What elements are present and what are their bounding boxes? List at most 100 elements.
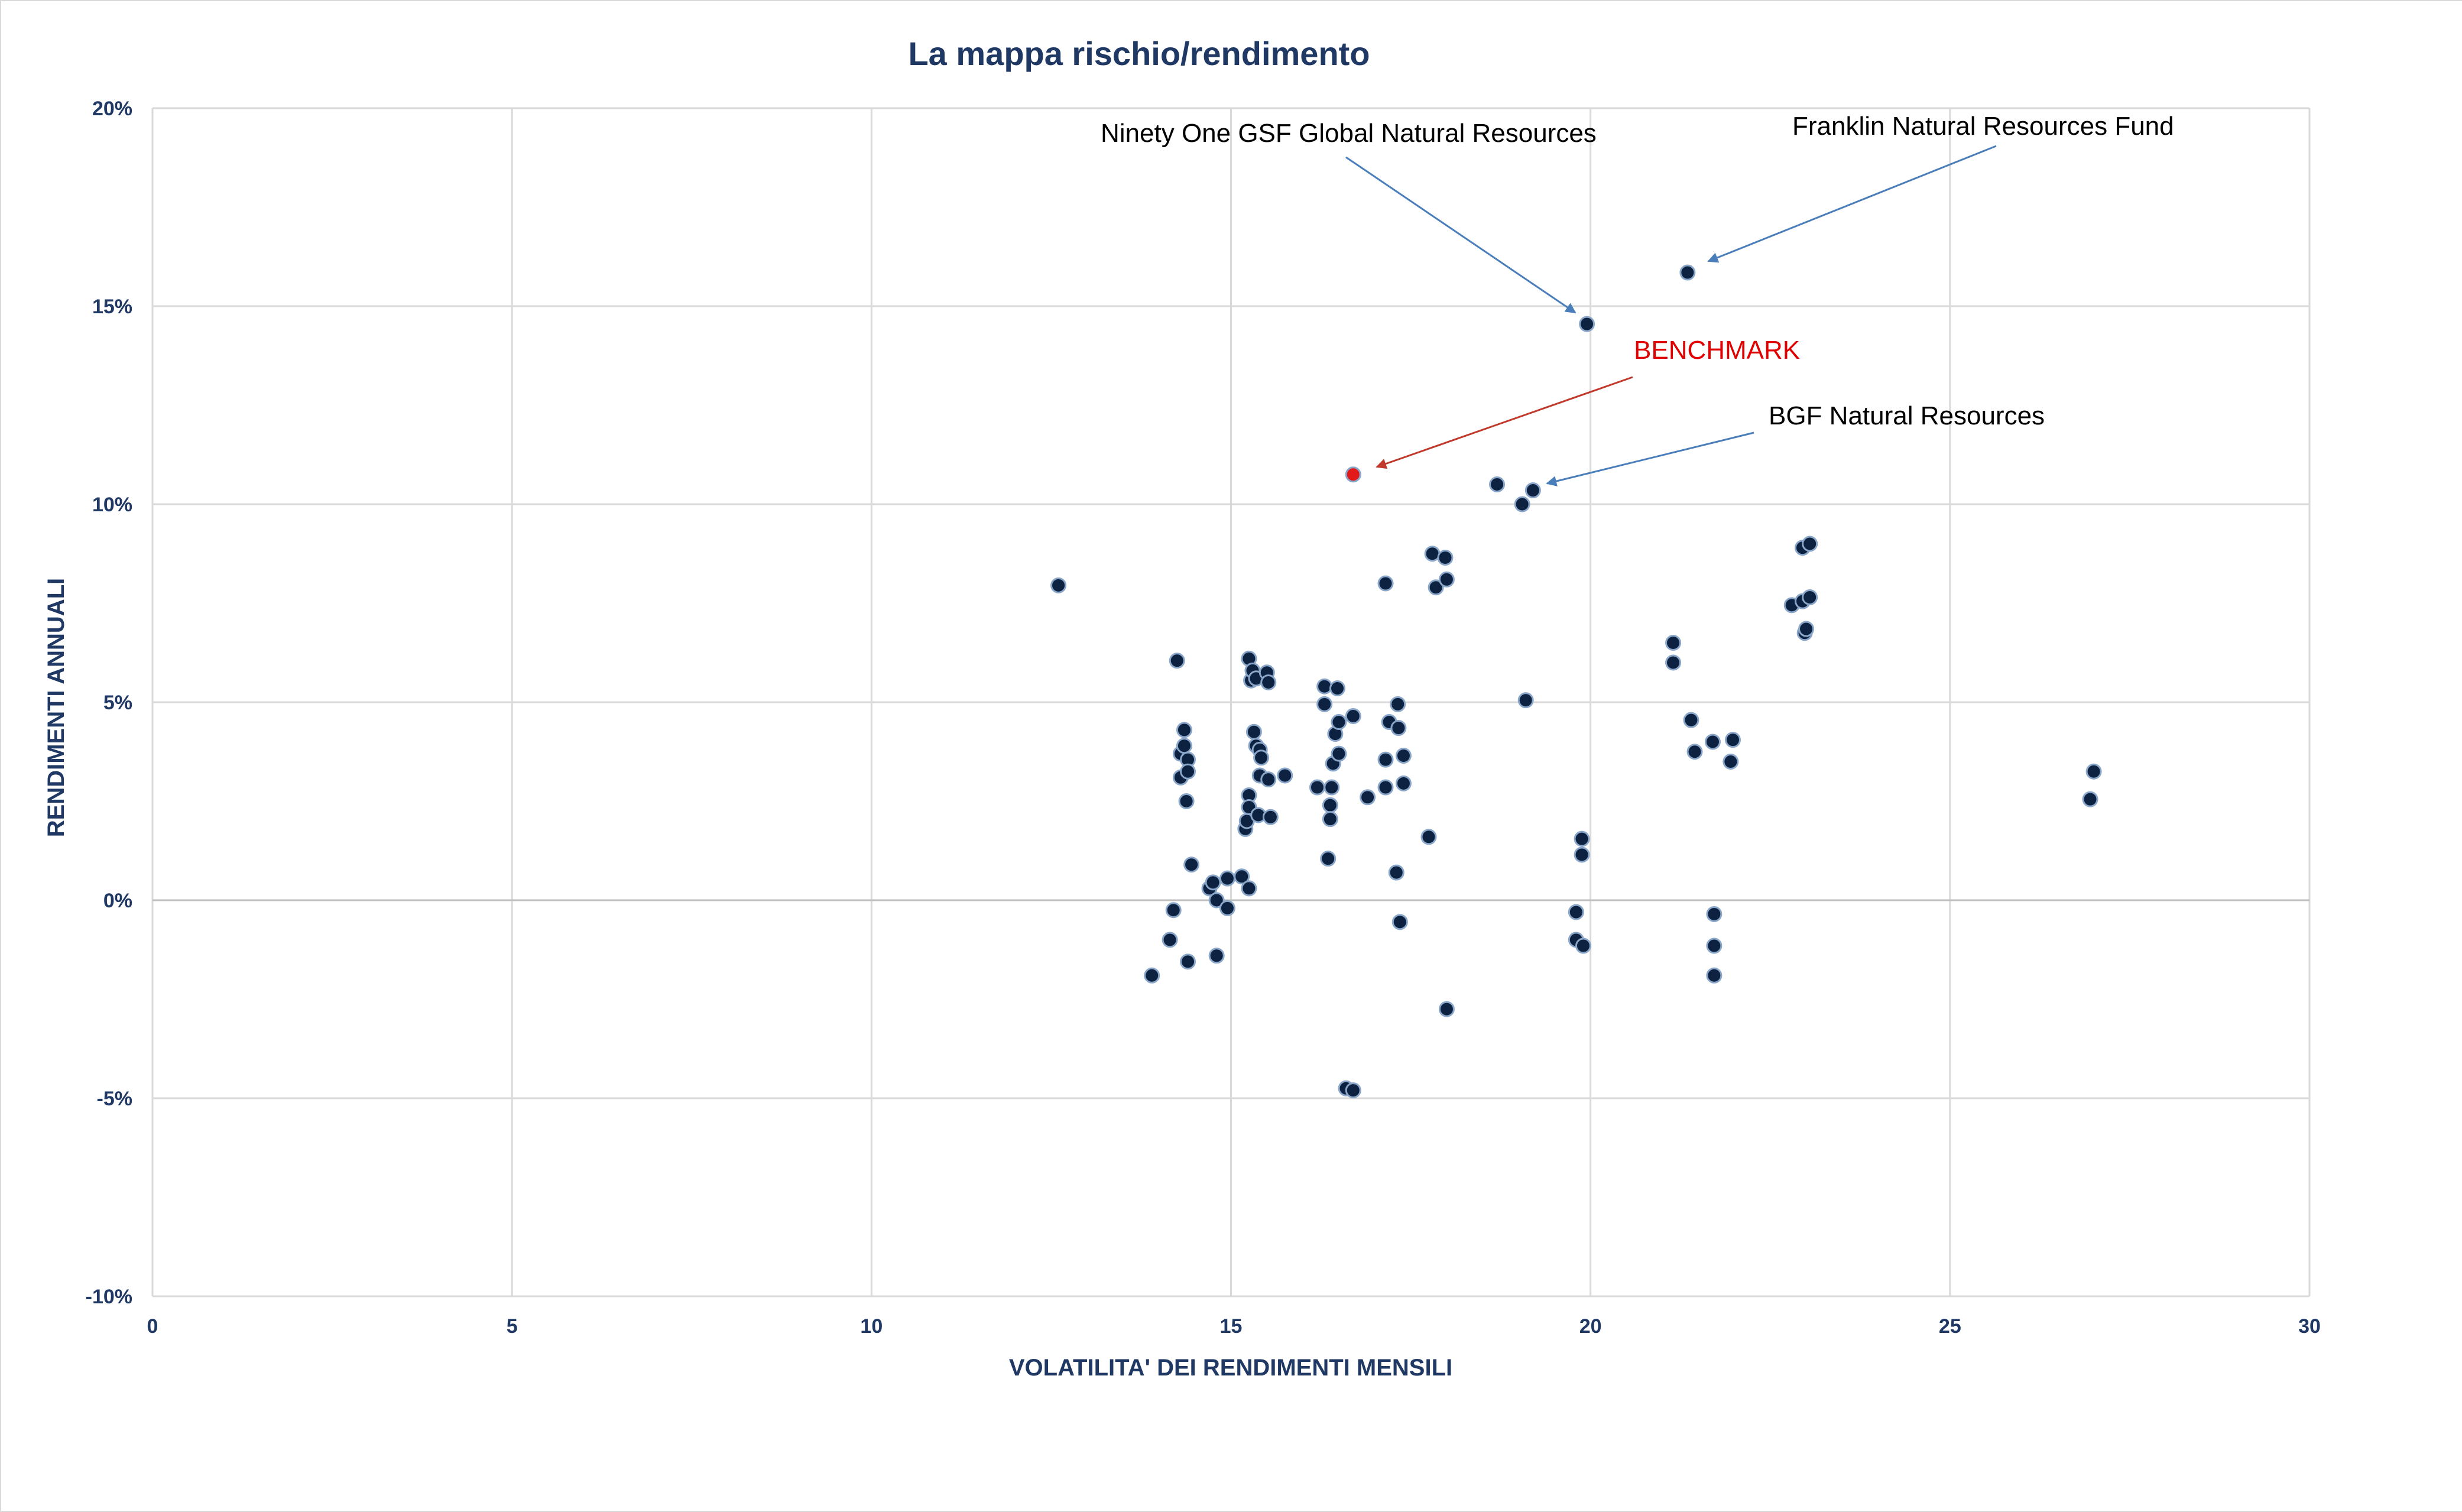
fund-point <box>1262 809 1279 825</box>
fund-point <box>1665 654 1682 671</box>
gridlines <box>151 107 2311 1297</box>
x-tick-label: 15 <box>1220 1315 1243 1338</box>
fund-point <box>1260 674 1277 690</box>
fund-point <box>1575 937 1592 954</box>
tick-labels: 0 5 10 15 20 25 30 -10% -5% 0% 5% 10% 15% 20% <box>86 98 2321 1338</box>
x-tick-label: 20 <box>1579 1315 1602 1338</box>
fund-point <box>1345 708 1361 724</box>
chart-title: La mappa rischio/rendimento <box>908 35 1370 72</box>
fund-point <box>1180 763 1196 780</box>
annotation-label-benchmark: BENCHMARK <box>1634 336 1800 365</box>
fund-point <box>1316 696 1333 712</box>
fund-point <box>1345 1082 1361 1099</box>
fund-point <box>2085 763 2102 780</box>
x-tick-label: 10 <box>860 1315 883 1338</box>
fund-point <box>1324 779 1340 796</box>
fund-point <box>1208 948 1225 964</box>
fund-point <box>1706 967 1723 984</box>
y-tick-label: 0% <box>103 890 132 912</box>
fund-point <box>1180 953 1196 970</box>
fund-point <box>1574 846 1590 863</box>
fund-point <box>1725 732 1741 748</box>
fund-point <box>1241 880 1257 897</box>
fund-point <box>1377 575 1394 592</box>
fund-point <box>1704 734 1721 750</box>
annotation-arrow-ninety-one <box>1345 156 1577 314</box>
y-tick-label: -10% <box>86 1286 132 1308</box>
annotation-label-franklin: Franklin Natural Resources Fund <box>1792 112 2174 141</box>
fund-point <box>1162 932 1178 948</box>
fund-point <box>1574 830 1590 847</box>
fund-point <box>1391 914 1408 930</box>
fund-point <box>1050 577 1067 593</box>
fund-point <box>1798 621 1815 637</box>
fund-point <box>1331 714 1347 730</box>
fund-point <box>1253 749 1270 766</box>
fund-point <box>1665 635 1682 651</box>
fund-point <box>1320 851 1337 867</box>
fund-point <box>1322 811 1338 828</box>
fund-point <box>1579 316 1595 332</box>
annotations: Ninety One GSF Global Natural Resources … <box>1101 112 2174 486</box>
fund-point <box>1245 723 1262 740</box>
fund-point <box>1390 696 1406 712</box>
fund-point <box>1686 744 1703 760</box>
fund-point <box>1723 754 1739 770</box>
y-axis-label: RENDIMENTI ANNUALI <box>43 578 69 838</box>
fund-point <box>1176 722 1192 738</box>
fund-point <box>1176 738 1192 754</box>
fund-point <box>1428 579 1444 596</box>
fund-point <box>1390 720 1407 736</box>
fund-point <box>1260 771 1277 788</box>
fund-point <box>1329 680 1346 697</box>
fund-point <box>1219 870 1235 887</box>
fund-point <box>1169 653 1185 669</box>
fund-point <box>1438 571 1455 588</box>
x-tick-label: 5 <box>507 1315 518 1338</box>
fund-point <box>1420 829 1437 845</box>
fund-point <box>1219 900 1235 916</box>
fund-point <box>1679 264 1696 281</box>
fund-point <box>1706 906 1723 922</box>
x-tick-label: 30 <box>2298 1315 2321 1338</box>
fund-point <box>1517 692 1534 709</box>
y-tick-label: 15% <box>92 296 132 318</box>
fund-point <box>1316 678 1333 695</box>
y-tick-label: 10% <box>92 494 132 516</box>
fund-point <box>1208 892 1225 909</box>
fund-point <box>1388 864 1404 881</box>
fund-point <box>1424 546 1441 562</box>
fund-point <box>1277 767 1293 784</box>
fund-point <box>1706 937 1723 954</box>
x-tick-label: 25 <box>1939 1315 1961 1338</box>
x-tick-label: 0 <box>147 1315 158 1338</box>
fund-point <box>1234 868 1250 885</box>
fund-point <box>1514 496 1530 512</box>
y-tick-label: -5% <box>97 1088 132 1110</box>
fund-point <box>1144 967 1160 984</box>
fund-point <box>1438 1001 1455 1017</box>
annotation-label-bgf: BGF Natural Resources <box>1769 401 2045 430</box>
fund-point <box>1683 712 1699 728</box>
benchmark-point <box>1345 466 1361 483</box>
annotation-arrow-franklin <box>1707 145 1997 263</box>
fund-point <box>1524 482 1541 499</box>
fund-point <box>1322 797 1338 813</box>
annotation-arrow-bgf <box>1546 431 1754 486</box>
fund-point <box>1205 874 1221 891</box>
annotation-label-ninety-one: Ninety One GSF Global Natural Resources <box>1101 119 1597 148</box>
fund-point <box>1377 779 1394 796</box>
fund-point <box>1178 793 1195 809</box>
fund-point <box>1489 476 1506 492</box>
fund-point <box>1802 589 1818 605</box>
fund-point <box>2082 791 2098 807</box>
x-axis-label: VOLATILITA' DEI RENDIMENTI MENSILI <box>1009 1355 1452 1381</box>
y-tick-label: 5% <box>103 692 132 714</box>
fund-point <box>1437 549 1454 566</box>
fund-point <box>1360 789 1376 806</box>
fund-point <box>1802 536 1818 552</box>
fund-point <box>1309 779 1325 796</box>
fund-point <box>1165 902 1182 919</box>
